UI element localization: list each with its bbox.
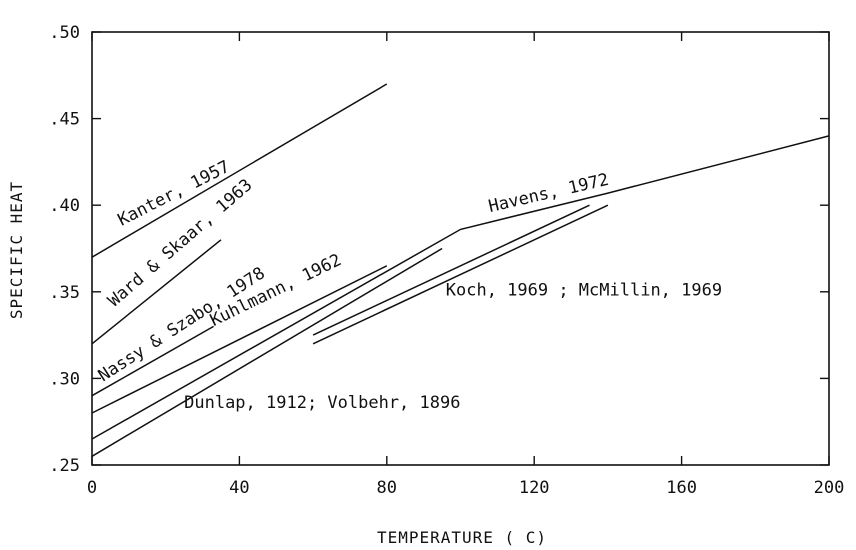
y-axis-title: SPECIFIC HEAT: [7, 181, 26, 319]
series-line: [91, 83, 388, 258]
series-annotation: Dunlap, 1912; Volbehr, 1896: [184, 393, 460, 413]
series-line: [312, 204, 590, 336]
y-axis-ticks: .25 .30 .35 .40 .45 .50: [49, 23, 829, 476]
series-annotation: Koch, 1969 ; McMillin, 1969: [446, 280, 722, 300]
series-line: [91, 265, 388, 414]
series-line: [312, 204, 609, 345]
series-lines: [91, 83, 830, 457]
x-tick-label: 120: [519, 478, 550, 498]
x-tick-label: 200: [814, 478, 845, 498]
x-tick-label: 160: [666, 478, 697, 498]
series-line: [91, 247, 443, 457]
x-tick-label: 80: [377, 478, 397, 498]
y-tick-label: .35: [49, 283, 80, 303]
y-tick-label: .30: [49, 369, 80, 389]
series-line: [91, 239, 222, 345]
x-axis-title: TEMPERATURE ( C): [377, 528, 547, 547]
x-axis-ticks: 0 40 80 120 160 200: [87, 32, 844, 498]
series-line: [91, 325, 214, 397]
y-tick-label: .25: [49, 456, 80, 476]
series-line: [91, 135, 830, 440]
series-annotation: Havens, 1972: [487, 170, 611, 217]
x-tick-label: 40: [229, 478, 249, 498]
y-tick-label: .45: [49, 110, 80, 130]
x-tick-label: 0: [87, 478, 97, 498]
plot-frame: [91, 31, 830, 466]
y-tick-label: .50: [49, 23, 80, 43]
y-tick-label: .40: [49, 196, 80, 216]
